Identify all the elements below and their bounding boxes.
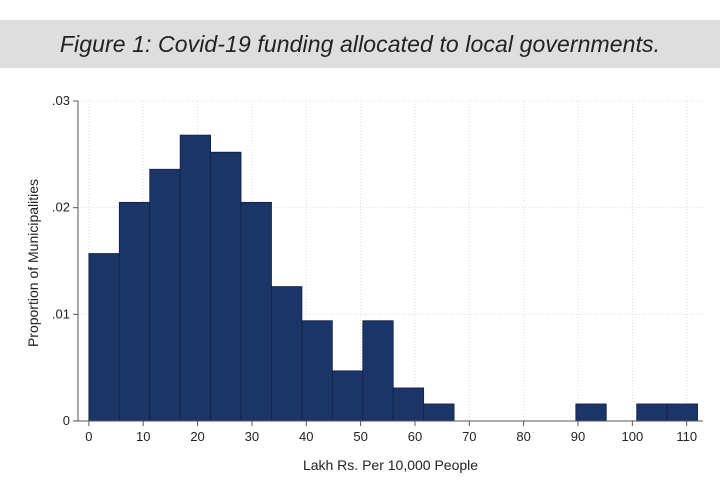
x-tick-label: 100 [621, 429, 643, 444]
histogram-bar [331, 370, 364, 422]
x-tick-label: 30 [245, 429, 259, 444]
tick-labels: 0 .01 .02 .03 0 10 20 30 40 50 60 70 80 90 100 110 [52, 93, 697, 444]
histogram-bar [240, 201, 272, 422]
axes [73, 100, 703, 426]
histogram-bar [118, 201, 151, 422]
x-tick-label: 90 [571, 429, 585, 444]
histogram-bar [271, 286, 303, 422]
histogram-bar [179, 134, 212, 422]
x-tick-label: 60 [408, 429, 422, 444]
title-banner: Figure 1: Covid-19 funding allocated to … [0, 20, 720, 68]
histogram-bar [301, 320, 333, 422]
x-tick-label: 0 [85, 429, 92, 444]
histogram-bar [362, 320, 394, 422]
x-tick-label: 80 [516, 429, 530, 444]
chart-title: Figure 1: Covid-19 funding allocated to … [59, 30, 661, 57]
histogram-bar [392, 387, 425, 422]
histogram-bars [88, 134, 698, 422]
x-tick-label: 20 [190, 429, 204, 444]
histogram-bar [636, 403, 668, 422]
y-tick-label: .03 [52, 93, 70, 108]
x-tick-label: 10 [136, 429, 150, 444]
gridlines [78, 100, 703, 421]
x-tick-label: 50 [353, 429, 367, 444]
y-axis-label: Proportion of Municipalities [25, 179, 41, 347]
x-axis-label: Lakh Rs. Per 10,000 People [303, 457, 478, 473]
histogram-bar [210, 151, 242, 422]
x-tick-label: 70 [462, 429, 476, 444]
histogram-bar [149, 168, 181, 422]
x-tick-label: 110 [676, 429, 697, 444]
histogram-bar [423, 403, 455, 422]
histogram-bar [666, 403, 698, 422]
y-tick-label: .01 [52, 306, 70, 321]
x-tick-label: 40 [299, 429, 313, 444]
histogram-bar [88, 253, 120, 422]
histogram-bar [575, 403, 607, 422]
y-tick-label: .02 [52, 200, 70, 215]
y-tick-label: 0 [63, 413, 70, 428]
